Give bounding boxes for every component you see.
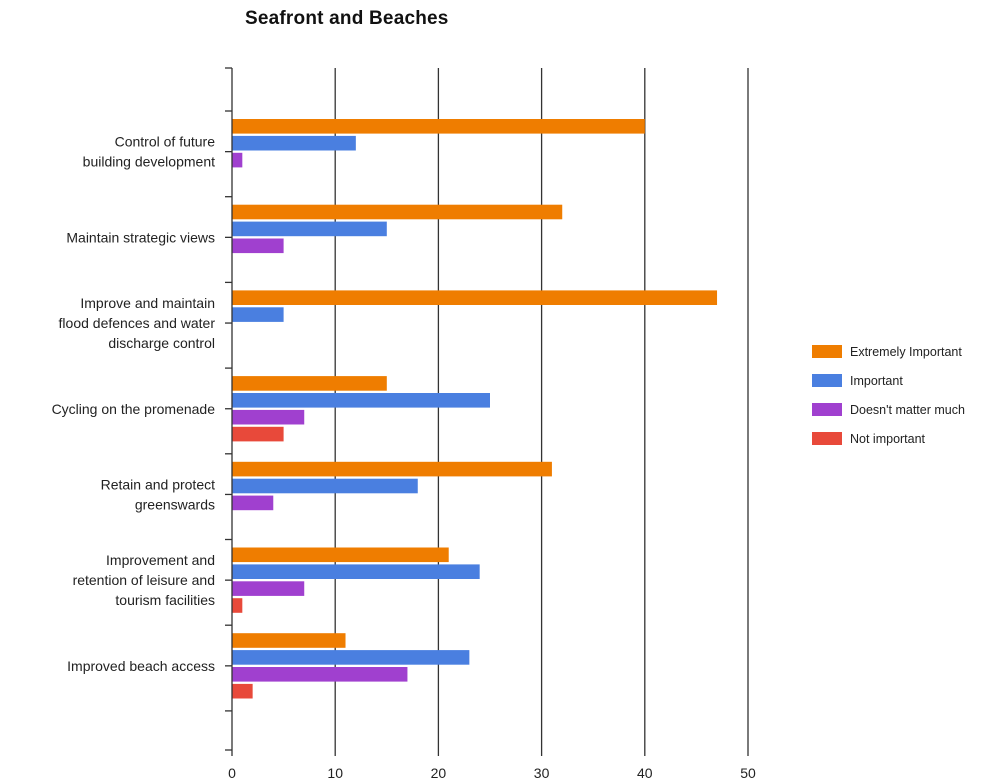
bar — [232, 135, 356, 151]
legend-swatch — [812, 403, 842, 416]
x-tick-label: 20 — [431, 765, 447, 781]
bar — [232, 119, 645, 134]
bar — [232, 221, 387, 237]
category-label: Retain and protect greenswards — [101, 476, 216, 512]
legend-label: Doesn't matter much — [850, 403, 965, 417]
category-label: Maintain strategic views — [66, 229, 215, 245]
x-tick-labels: 0 10 20 30 40 50 — [228, 765, 756, 781]
bar — [232, 495, 274, 511]
x-tick-label: 0 — [228, 765, 236, 781]
x-tick-label: 30 — [534, 765, 550, 781]
category-label: Improved beach access — [67, 658, 215, 674]
legend-swatch — [812, 374, 842, 387]
x-tick-label: 50 — [740, 765, 756, 781]
legend-label: Not important — [850, 432, 926, 446]
legend: Extremely Important Important Doesn't matt… — [812, 345, 965, 446]
legend-label: Important — [850, 374, 903, 388]
bar — [232, 409, 305, 425]
bar — [232, 683, 253, 699]
chart-title: Seafront and Beaches — [245, 8, 449, 29]
bars — [232, 119, 718, 699]
legend-label: Extremely Important — [850, 345, 962, 359]
category-label: Control of future building development — [83, 134, 216, 170]
bar — [232, 650, 470, 665]
bar — [232, 307, 284, 322]
bar — [232, 667, 408, 682]
bar — [232, 393, 490, 408]
x-tick-label: 10 — [327, 765, 343, 781]
bar — [232, 426, 284, 442]
gridlines — [334, 68, 749, 750]
category-label: Cycling on the promenade — [52, 401, 216, 417]
bar — [232, 547, 449, 563]
bar — [232, 581, 305, 596]
bar — [232, 238, 284, 254]
legend-swatch — [812, 345, 842, 358]
bar — [232, 461, 552, 477]
bar — [232, 376, 387, 391]
legend-swatch — [812, 432, 842, 445]
x-tick-label: 40 — [637, 765, 653, 781]
bar — [232, 598, 243, 613]
bar — [232, 564, 480, 579]
category-label: Improvement and retention of leisure and t… — [73, 552, 215, 608]
category-label: Improve and maintain flood defences and w… — [59, 295, 216, 351]
bar — [232, 152, 243, 168]
axes — [225, 67, 749, 756]
bar — [232, 290, 718, 305]
bar — [232, 633, 346, 648]
bar — [232, 478, 418, 494]
category-labels: Control of future building development Mai… — [52, 134, 216, 674]
bar — [232, 204, 563, 220]
